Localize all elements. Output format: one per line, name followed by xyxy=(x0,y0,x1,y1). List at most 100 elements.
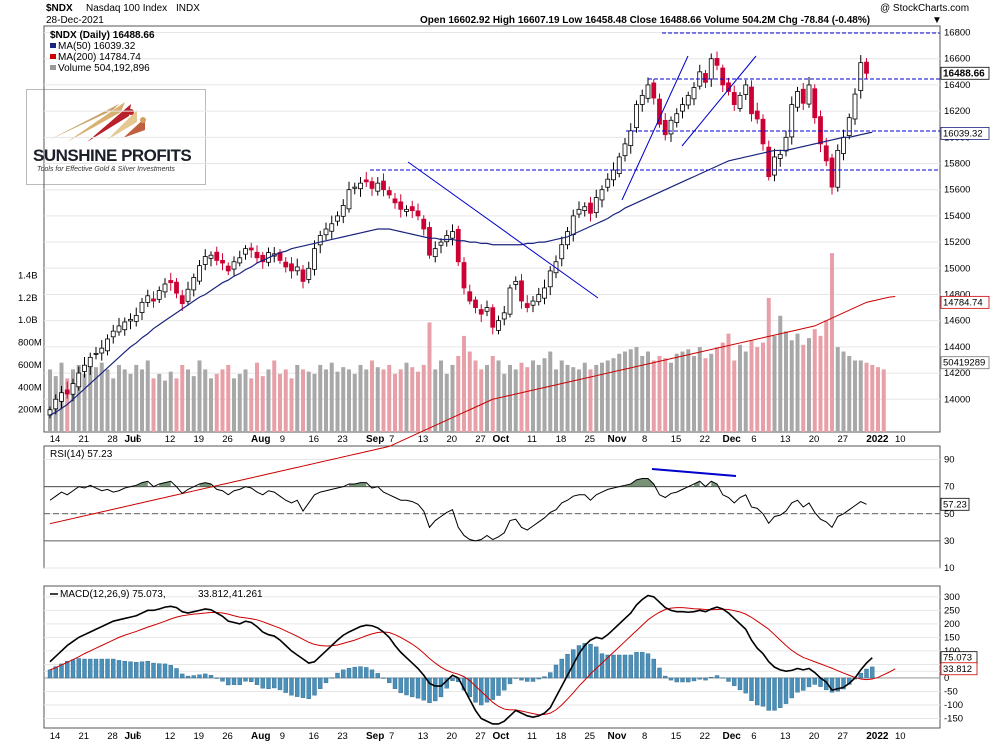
ma200-line xyxy=(49,295,896,525)
volume-tick-label: 600M xyxy=(18,360,42,371)
macd-hist-bar xyxy=(237,677,242,685)
macd-hist-bar xyxy=(352,666,357,679)
x-axis-label: 16 xyxy=(309,731,320,742)
price-tick-label: 16600 xyxy=(944,54,970,65)
x-axis-label: 19 xyxy=(194,434,205,445)
candle-body xyxy=(852,93,858,120)
candle-body xyxy=(415,210,421,217)
volume-bar xyxy=(542,358,547,432)
volume-bar xyxy=(398,369,403,432)
volume-bar xyxy=(473,360,478,432)
volume-tag xyxy=(940,356,990,370)
downtrend-line xyxy=(407,161,599,299)
volume-bar xyxy=(381,369,386,432)
candle-body xyxy=(93,353,99,355)
ma50-swatch xyxy=(50,43,56,48)
x-axis-label: 20 xyxy=(809,434,820,445)
macd-hist-bar xyxy=(835,677,840,692)
candle-body xyxy=(386,190,392,196)
macd-hist-bar xyxy=(467,677,472,698)
x-axis-label: 10 xyxy=(895,434,906,445)
x-axis-label: 7 xyxy=(389,731,394,742)
volume-bar xyxy=(818,335,823,432)
volume-bar xyxy=(375,367,380,432)
macd-hist-bar xyxy=(703,677,708,681)
candle-body xyxy=(766,146,772,178)
macd-hist-bar xyxy=(249,677,254,682)
macd-last-label: 75.073 xyxy=(943,653,972,664)
volume-bar xyxy=(387,364,392,432)
candle-body xyxy=(352,186,358,189)
macd-tick-label: 0 xyxy=(944,673,949,684)
macd-hist-bar xyxy=(93,658,99,679)
candle-body xyxy=(783,136,789,152)
macd-hist-bar xyxy=(484,677,490,703)
candle-body xyxy=(743,84,749,95)
candle-body xyxy=(59,392,64,402)
macd-panel-frame xyxy=(43,585,941,729)
macd-tick-label: -100 xyxy=(944,700,963,711)
volume-bar xyxy=(605,360,610,432)
macd-hist-bar xyxy=(283,677,288,693)
volume-tick-label: 200M xyxy=(18,405,42,416)
x-axis-label: 6 xyxy=(751,434,756,445)
macd-hist-bar xyxy=(772,677,777,711)
candle-body xyxy=(369,181,375,189)
candle-body xyxy=(651,82,657,99)
candle-body xyxy=(185,288,191,302)
price-tick-label: 16800 xyxy=(944,28,970,39)
volume-bar xyxy=(416,371,420,432)
volume-bar xyxy=(502,373,507,432)
macd-hist-bar xyxy=(697,677,702,680)
candle-body xyxy=(444,235,450,243)
volume-bar xyxy=(122,369,127,432)
volume-bar xyxy=(479,369,484,432)
candle-body xyxy=(645,84,651,99)
x-axis-label: 2022 xyxy=(866,434,889,445)
volume-bar xyxy=(640,356,645,432)
uptrend-line-1 xyxy=(621,55,689,201)
volume-bar xyxy=(111,378,116,432)
candle-body xyxy=(409,206,415,212)
volume-bar xyxy=(554,369,558,432)
candle-body xyxy=(703,73,708,83)
macd-hist-bar xyxy=(622,654,628,679)
volume-bar xyxy=(278,373,282,432)
price-tag xyxy=(940,295,990,309)
volume-bar xyxy=(117,364,121,432)
volume-bar xyxy=(220,369,225,432)
macd-hist-bar xyxy=(599,653,605,679)
candle-body xyxy=(168,280,174,284)
x-axis-label: 13 xyxy=(780,434,791,445)
candle-body xyxy=(76,372,82,388)
x-axis-label: 18 xyxy=(556,434,567,445)
symbol: $NDX xyxy=(46,3,73,14)
candle-body xyxy=(174,281,179,294)
volume-bar xyxy=(801,344,806,432)
macd-tick-label: 300 xyxy=(944,592,960,603)
x-axis-label: Nov xyxy=(608,731,627,742)
volume-bar xyxy=(318,364,323,432)
x-axis-label: 10 xyxy=(895,731,906,742)
volume-bar xyxy=(565,364,570,432)
macd-hist-bar xyxy=(369,669,375,679)
candle-body xyxy=(306,267,312,280)
volume-bar xyxy=(617,353,622,432)
candle-body xyxy=(105,338,110,352)
macd-hist-bar xyxy=(381,677,386,679)
candle-body xyxy=(570,215,576,236)
signal-value-label: 33.812, xyxy=(198,589,231,600)
volume-bar xyxy=(134,364,139,432)
volume-bar xyxy=(732,360,737,432)
volume-bar xyxy=(272,360,277,432)
candle-body xyxy=(490,307,496,328)
candle-body xyxy=(202,256,208,265)
volume-bar xyxy=(784,331,788,432)
macd-hist-bar xyxy=(185,675,191,679)
macd-value-label: MACD(12,26,9) 75.073, xyxy=(60,589,166,600)
macd-hist-bar xyxy=(668,677,674,681)
macd-tick-label: -50 xyxy=(944,686,958,697)
volume-bar xyxy=(864,362,869,432)
macd-hist-bar xyxy=(864,668,869,679)
macd-hist-bar xyxy=(651,658,656,679)
